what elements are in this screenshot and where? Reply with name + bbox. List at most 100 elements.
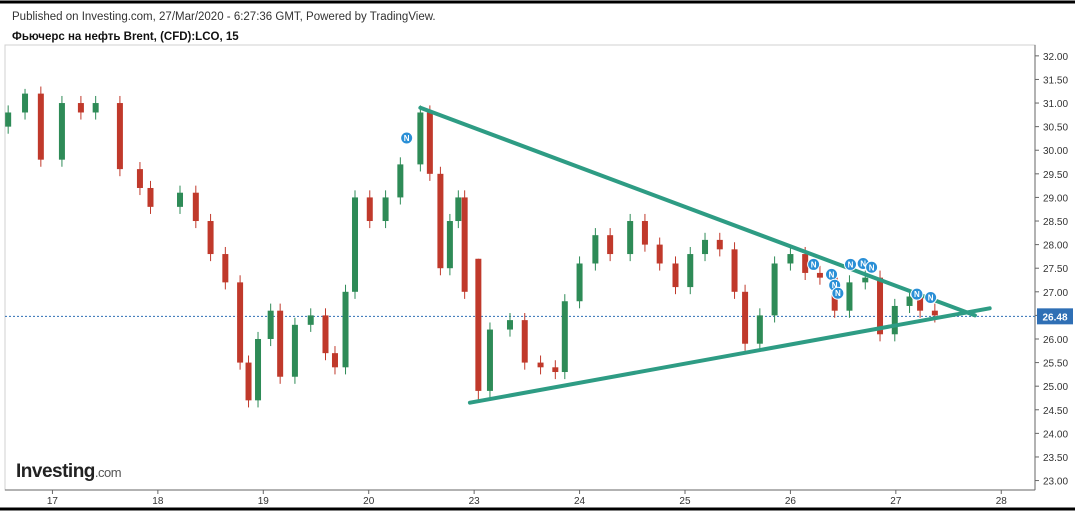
candle-body: [607, 235, 614, 255]
candle-body: [506, 320, 513, 330]
candle-body: [136, 169, 143, 188]
news-marker-label: N: [835, 289, 841, 298]
y-tick-label: 30.50: [1043, 123, 1068, 134]
candle-body: [267, 310, 274, 339]
news-marker-label: N: [869, 263, 875, 272]
news-marker-label: N: [928, 293, 934, 302]
candle-body: [58, 103, 65, 160]
y-tick-label: 27.50: [1043, 264, 1068, 275]
candle-body: [437, 173, 444, 269]
news-marker-label: N: [832, 281, 838, 290]
y-tick-label: 31.50: [1043, 75, 1068, 86]
candle-body: [116, 103, 123, 170]
candle-body: [417, 112, 424, 165]
candle-body: [771, 263, 778, 316]
x-tick-label: 26: [785, 496, 797, 507]
candle-body: [37, 93, 44, 160]
logo-suffix: .com: [95, 465, 121, 480]
y-tick-label: 23.00: [1043, 477, 1068, 488]
candle-body: [802, 254, 809, 273]
candle-body: [245, 362, 252, 401]
candle-body: [906, 296, 913, 306]
news-marker: [400, 131, 414, 145]
last-price-label: 26.48: [1042, 312, 1067, 323]
candle-body: [521, 320, 528, 363]
candle-body: [702, 239, 709, 255]
news-marker-label: N: [860, 259, 866, 268]
y-tick-label: 24.50: [1043, 406, 1068, 417]
trendline: [467, 306, 992, 405]
symbol-title: Фьючерс на нефть Brent, (CFD):LCO, 15: [12, 31, 239, 43]
candle-body: [426, 112, 433, 174]
candle-body: [192, 192, 199, 222]
last-price-box: [1037, 308, 1073, 325]
candle-body: [147, 187, 154, 207]
candle-body: [716, 239, 723, 250]
candle-body: [787, 254, 794, 264]
candle-body: [486, 329, 493, 391]
news-marker-label: N: [811, 260, 817, 269]
y-tick-label: 26.00: [1043, 335, 1068, 346]
candle-body: [331, 353, 338, 368]
trendline: [418, 105, 977, 318]
y-tick-label: 23.50: [1043, 453, 1068, 464]
candle-body: [177, 192, 184, 207]
x-tick-label: 24: [574, 496, 586, 507]
news-marker: [807, 257, 821, 271]
candle-body: [382, 197, 389, 222]
x-tick-label: 28: [996, 496, 1008, 507]
news-marker: [831, 286, 845, 300]
candle-body: [641, 221, 648, 245]
candle-body: [455, 197, 462, 222]
y-tick-label: 32.00: [1043, 52, 1068, 63]
candle-body: [877, 277, 884, 335]
candle-body: [742, 291, 749, 344]
candle-body: [917, 296, 924, 311]
candle-body: [561, 301, 568, 373]
y-tick-label: 25.50: [1043, 359, 1068, 370]
candle-body: [731, 249, 738, 292]
news-marker: [844, 257, 858, 271]
candle-body: [862, 277, 869, 283]
y-tick-label: 30.00: [1043, 146, 1068, 157]
candle-body: [756, 315, 763, 344]
candle-body: [687, 254, 694, 288]
candle-body: [846, 282, 853, 311]
candle-body: [255, 338, 262, 401]
candle-body: [552, 367, 559, 373]
candle-body: [891, 305, 898, 335]
candle-body: [537, 362, 544, 368]
x-tick-label: 17: [47, 496, 59, 507]
candle-body: [656, 244, 663, 264]
candle-body: [576, 263, 583, 302]
news-marker-label: N: [404, 134, 410, 143]
y-tick-label: 25.00: [1043, 382, 1068, 393]
news-marker: [910, 287, 924, 301]
x-tick-label: 20: [363, 496, 375, 507]
y-tick-label: 29.00: [1043, 193, 1068, 204]
x-tick-label: 19: [258, 496, 270, 507]
y-tick-label: 27.00: [1043, 288, 1068, 299]
candle-body: [627, 221, 634, 255]
candle-body: [352, 197, 359, 292]
plot-frame: [4, 44, 1036, 491]
news-marker: [924, 290, 938, 304]
x-tick-label: 25: [679, 496, 691, 507]
y-tick-label: 24.00: [1043, 429, 1068, 440]
candle-body: [277, 310, 284, 377]
candle-body: [592, 235, 599, 264]
candle-body: [322, 315, 329, 354]
candle-body: [22, 93, 29, 113]
candle-body: [816, 272, 823, 278]
candle-body: [475, 258, 482, 391]
x-tick-label: 23: [469, 496, 481, 507]
y-tick-label: 28.00: [1043, 241, 1068, 252]
news-marker-label: N: [914, 290, 920, 299]
candle-body: [222, 254, 229, 283]
candle-body: [931, 310, 938, 316]
candle-body: [77, 103, 84, 113]
x-tick-label: 27: [890, 496, 902, 507]
y-tick-label: 29.50: [1043, 170, 1068, 181]
